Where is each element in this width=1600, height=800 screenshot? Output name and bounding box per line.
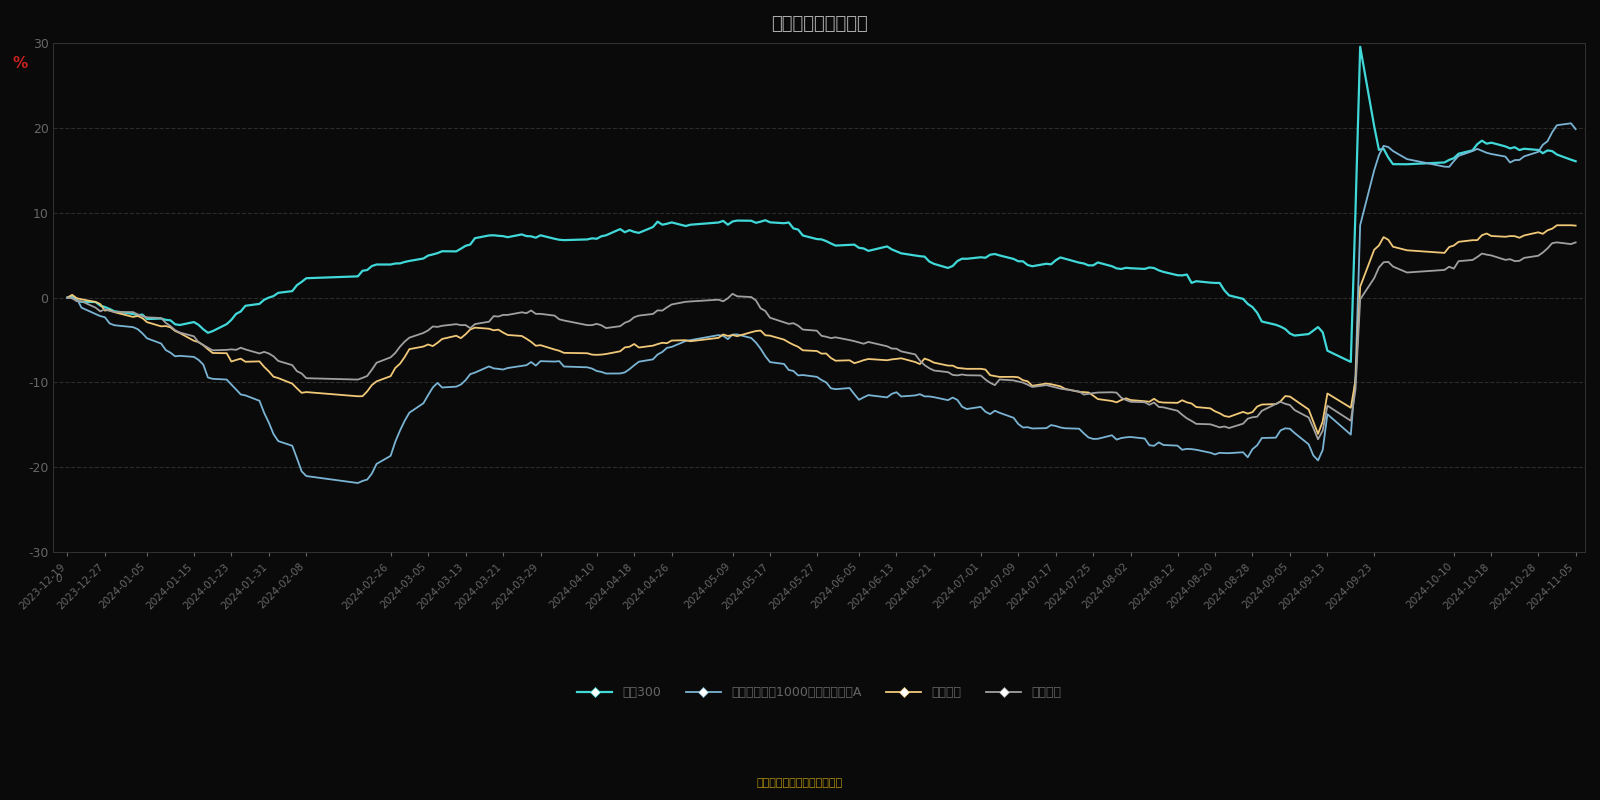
Text: 制图数据来自恒生聚源数据库: 制图数据来自恒生聚源数据库: [757, 778, 843, 788]
Text: 0: 0: [56, 574, 62, 583]
Line: 沪深300: 沪深300: [67, 46, 1576, 362]
Title: 复权单位净值增长率: 复权单位净值增长率: [771, 15, 867, 33]
Text: %: %: [13, 56, 27, 70]
Line: 同类平均: 同类平均: [67, 226, 1576, 434]
Line: 国泰君安中证1000优选股票发起A: 国泰君安中证1000优选股票发起A: [67, 123, 1576, 483]
Line: 主动股基: 主动股基: [67, 242, 1576, 439]
Legend: 沪深300, 国泰君安中证1000优选股票发起A, 同类平均, 主动股基: 沪深300, 国泰君安中证1000优选股票发起A, 同类平均, 主动股基: [573, 681, 1066, 704]
